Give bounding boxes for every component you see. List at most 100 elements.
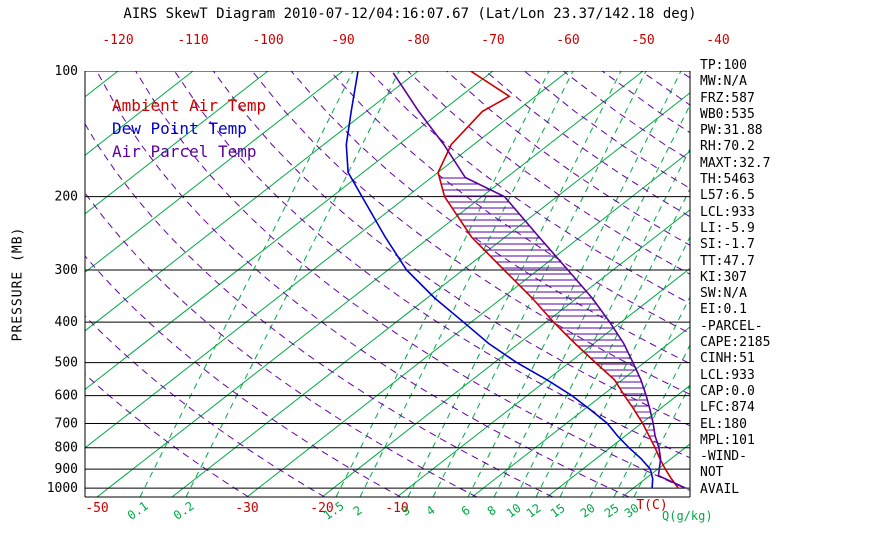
top-temp-tick-label: -120 xyxy=(102,33,133,48)
pressure-tick-label: 900 xyxy=(55,462,78,477)
dry-adiabat-line xyxy=(85,191,478,497)
ambient-temp-curve xyxy=(437,71,679,489)
side-panel-item: EI:0.1 xyxy=(700,302,747,318)
dewpoint-temp-curve xyxy=(345,71,654,489)
side-panel-item: KI:307 xyxy=(700,269,747,285)
pressure-tick-label: 600 xyxy=(55,389,78,404)
side-panel-item: LCL:933 xyxy=(700,367,755,383)
pressure-tick-label: 700 xyxy=(55,417,78,432)
side-panel-item: TH:5463 xyxy=(700,172,755,188)
chart-legend: Ambient Air Temp Dew Point Temp Air Parc… xyxy=(112,94,266,163)
mixing-ratio-line xyxy=(559,235,690,497)
isotherm-line xyxy=(396,267,690,497)
side-panel-item: L57:6.5 xyxy=(700,188,755,204)
top-temp-tick-label: -80 xyxy=(406,33,429,48)
side-panel-item: CAP:0.0 xyxy=(700,383,755,399)
side-panel-item: FRZ:587 xyxy=(700,90,755,106)
q-tick-label: 12 xyxy=(524,501,544,521)
dry-adiabat-line xyxy=(523,71,690,189)
q-tick-label: 6 xyxy=(459,503,473,519)
side-panel-item: RH:70.2 xyxy=(700,139,755,155)
mixing-ratio-line xyxy=(633,383,690,497)
side-panel-item: PW:31.88 xyxy=(700,123,763,139)
q-tick-label: 2 xyxy=(351,503,365,519)
bottom-temp-tick-label: -20 xyxy=(310,501,333,516)
q-tick-label: 25 xyxy=(602,501,622,521)
side-panel-item: -PARCEL- xyxy=(700,318,763,334)
side-panel-item: TT:47.7 xyxy=(700,253,755,269)
side-panel-item: AVAIL xyxy=(700,481,740,497)
mixing-ratio-line xyxy=(185,71,400,497)
legend-dew-point-temp: Dew Point Temp xyxy=(112,119,247,138)
temp-unit-label: T(C) xyxy=(636,498,667,513)
side-panel-item: SW:N/A xyxy=(700,286,747,302)
dry-adiabat-line xyxy=(251,71,690,395)
isotherm-line xyxy=(85,71,344,273)
top-temp-tick-label: -50 xyxy=(631,33,654,48)
q-tick-label: 4 xyxy=(424,503,438,519)
side-panel-item: MW:N/A xyxy=(700,74,747,90)
isotherm-line xyxy=(321,209,690,497)
top-temp-tick-label: -90 xyxy=(331,33,354,48)
isotherm-line xyxy=(171,92,690,497)
pressure-tick-label: 100 xyxy=(55,64,78,79)
mixing-ratio-line xyxy=(407,71,622,497)
side-panel-item: LI:-5.9 xyxy=(700,220,755,236)
pressure-tick-label: 300 xyxy=(55,263,78,278)
mixing-ratio-line xyxy=(515,147,690,497)
dry-adiabat-line xyxy=(85,373,249,497)
pressure-tick-label: 500 xyxy=(55,356,78,371)
side-panel-item: TP:100 xyxy=(700,58,747,73)
mixing-ratio-line xyxy=(589,295,690,497)
mixing-ratio-line xyxy=(493,103,690,497)
mixing-ratio-line xyxy=(467,71,682,497)
pressure-tick-label: 400 xyxy=(55,315,78,330)
chart-title: AIRS SkewT Diagram 2010-07-12/04:16:07.6… xyxy=(123,6,697,22)
side-panel-item: EL:180 xyxy=(700,416,747,432)
side-panel-item: NOT xyxy=(700,465,724,481)
top-temp-tick-label: -40 xyxy=(706,33,729,48)
side-panel-item: SI:-1.7 xyxy=(700,237,755,253)
bottom-temp-tick-label: -30 xyxy=(235,501,258,516)
mixing-ratio-line xyxy=(359,71,574,497)
dry-adiabat-line xyxy=(85,122,554,497)
bottom-temp-tick-label: -50 xyxy=(85,501,108,516)
q-tick-label: 0.1 xyxy=(125,499,151,523)
top-temp-tick-label: -100 xyxy=(252,33,283,48)
mixing-ratio-line xyxy=(613,343,690,497)
q-tick-label: 8 xyxy=(485,503,499,519)
dry-adiabat-line xyxy=(407,71,690,275)
dry-adiabat-line xyxy=(446,71,690,246)
q-tick-label: 3 xyxy=(399,503,413,519)
side-panel-item: WB0:535 xyxy=(700,106,755,122)
q-tick-label: 15 xyxy=(548,501,568,521)
isotherm-line xyxy=(85,71,569,449)
q-tick-label: 30 xyxy=(622,501,642,521)
pressure-tick-label: 800 xyxy=(55,441,78,456)
dry-adiabat-line xyxy=(135,71,690,492)
dry-adiabat-line xyxy=(174,71,690,459)
pressure-tick-label: 200 xyxy=(55,190,78,205)
side-panel-item: -WIND- xyxy=(700,449,747,465)
top-temp-tick-label: -60 xyxy=(556,33,579,48)
dry-adiabat-line xyxy=(212,71,690,427)
pressure-axis-label: PRESSURE (MB) xyxy=(10,226,26,342)
pressure-tick-label: 1000 xyxy=(47,481,78,496)
legend-air-parcel-temp: Air Parcel Temp xyxy=(112,142,257,161)
dry-adiabat-line xyxy=(485,71,690,218)
side-panel: TP:100 MW:N/A FRZ:587 WB0:535 PW:31.88 RH:70.… xyxy=(700,58,770,498)
q-tick-label: 20 xyxy=(578,501,598,521)
bottom-temp-tick-label: -10 xyxy=(385,501,408,516)
mixing-ratio-line xyxy=(139,71,354,497)
isotherm-line xyxy=(85,71,494,390)
isotherm-line xyxy=(246,150,690,497)
q-tick-label: 10 xyxy=(504,501,524,521)
side-panel-item: MAXT:32.7 xyxy=(700,155,771,171)
side-panel-item: CINH:51 xyxy=(700,351,755,367)
legend-ambient-air-temp: Ambient Air Temp xyxy=(112,96,267,115)
side-panel-item: CAPE:2185 xyxy=(700,335,771,351)
parcel-temp-curve xyxy=(392,72,687,489)
mixing-ratio-line xyxy=(535,187,690,497)
